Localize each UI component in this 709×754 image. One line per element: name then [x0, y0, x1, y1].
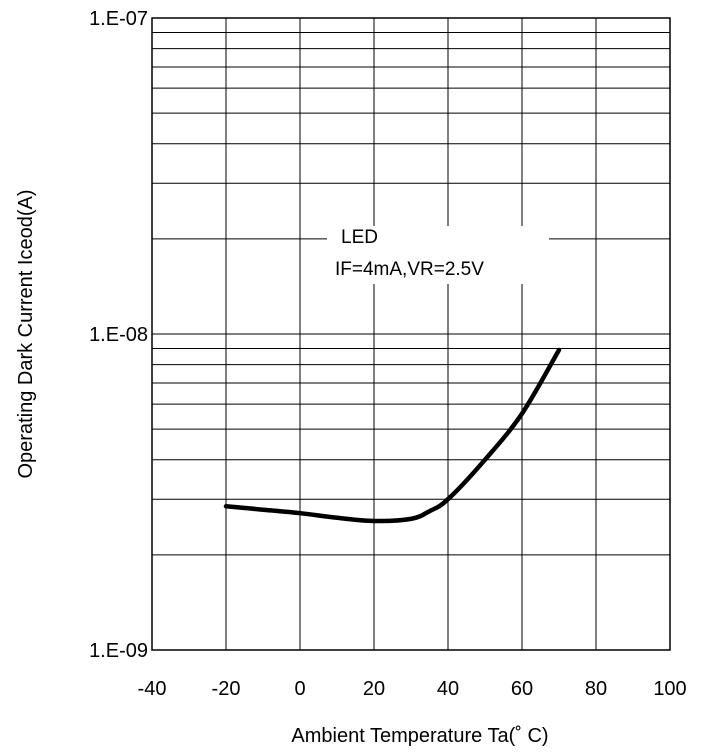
x-tick-label: -20	[212, 678, 241, 700]
x-tick-label: 20	[363, 678, 385, 700]
annotation: LED IF=4mA,VR=2.5V	[327, 226, 549, 284]
axes	[151, 17, 671, 651]
plot-frame	[151, 17, 671, 651]
y-tick-label: 1.E-07	[89, 8, 148, 30]
annotation-line-led: LED	[341, 227, 378, 248]
tick-labels: -40 -20 0 20 40 60 80 100 1.E-09 1.E-08 1.E-07	[89, 8, 687, 700]
series-layer	[223, 347, 562, 524]
x-tick-label: 40	[437, 678, 459, 700]
x-tick-label: 60	[511, 678, 533, 700]
y-axis-label: Operating Dark Current Iceod(A)	[15, 189, 37, 478]
x-tick-label: 80	[585, 678, 607, 700]
annotation-background	[327, 226, 549, 284]
y-tick-label: 1.E-09	[89, 640, 148, 662]
series-line	[223, 347, 562, 524]
x-axis-label: Ambient Temperature Ta(˚ C)	[291, 725, 548, 747]
annotation-line-conditions: IF=4mA,VR=2.5V	[335, 259, 484, 280]
x-tick-label: 100	[653, 678, 686, 700]
y-tick-label: 1.E-08	[89, 324, 148, 346]
x-tick-label: 0	[294, 678, 305, 700]
grid	[152, 18, 670, 650]
x-tick-label: -40	[138, 678, 167, 700]
